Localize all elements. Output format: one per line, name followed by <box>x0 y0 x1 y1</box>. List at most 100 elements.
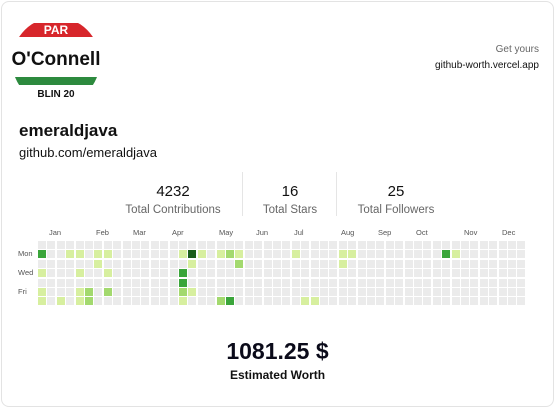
avatar-line3: BLIN 20 <box>37 89 75 100</box>
heatmap-cell <box>301 241 310 249</box>
heatmap-cell <box>451 250 460 259</box>
heatmap-cell <box>348 241 357 249</box>
month-label-jun: Jun <box>256 228 269 237</box>
heatmap-cell <box>132 297 140 306</box>
heatmap-cell <box>517 250 526 259</box>
heatmap-cell <box>508 241 516 249</box>
heatmap-cell <box>254 288 263 296</box>
heatmap-cell <box>498 288 507 296</box>
heatmap-cell <box>301 259 310 268</box>
heatmap-cell <box>376 297 385 306</box>
heatmap-cell <box>122 241 131 249</box>
promo-link[interactable]: github-worth.vercel.app <box>435 60 539 71</box>
stat-divider <box>242 172 243 216</box>
month-label-aug: Aug <box>341 228 355 237</box>
heatmap-cell <box>150 241 159 249</box>
heatmap-cell <box>385 269 394 278</box>
heatmap-cell <box>320 241 328 249</box>
heatmap-cell <box>517 278 526 287</box>
heatmap-cell <box>470 250 479 259</box>
heatmap-cell <box>498 269 507 278</box>
heatmap-cell <box>113 250 122 259</box>
stat-stars: 16 Total Stars <box>252 172 328 220</box>
heatmap-cell <box>385 259 394 268</box>
heatmap-cell <box>160 269 169 278</box>
heatmap-cell <box>498 250 507 259</box>
heatmap-cell <box>338 259 347 268</box>
heatmap-cell <box>451 241 460 249</box>
heatmap-cell <box>367 250 375 259</box>
stat-label: Total Contributions <box>125 204 221 216</box>
month-label-jan: Jan <box>49 228 62 237</box>
heatmap-cell <box>357 297 366 306</box>
stat-value: 4232 <box>156 183 190 200</box>
heatmap-cell <box>310 288 319 296</box>
heatmap-cell <box>348 288 357 296</box>
profile-url[interactable]: github.com/emeraldjava <box>19 145 158 160</box>
heatmap-cell <box>273 288 281 296</box>
heatmap-cell <box>320 259 328 268</box>
heatmap-cell <box>85 278 93 287</box>
heatmap-cell <box>508 250 516 259</box>
heatmap-cell <box>94 297 103 306</box>
heatmap-cell <box>273 297 281 306</box>
heatmap-cell <box>376 250 385 259</box>
heatmap-cell <box>244 278 253 287</box>
heatmap-cell <box>301 278 310 287</box>
heatmap-cell <box>329 269 338 278</box>
heatmap-cell <box>338 297 347 306</box>
promo-caption: Get yours <box>495 44 539 55</box>
heatmap-cell <box>244 288 253 296</box>
heatmap-cell <box>367 297 375 306</box>
heatmap-cell <box>103 278 112 287</box>
heatmap-cell <box>320 288 328 296</box>
heatmap-cell <box>85 250 93 259</box>
heatmap-cell <box>150 288 159 296</box>
heatmap-cell <box>273 269 281 278</box>
heatmap-cell <box>310 259 319 268</box>
heatmap-cell <box>226 288 234 296</box>
heatmap-cell <box>85 297 93 306</box>
heatmap-cell <box>451 278 460 287</box>
heatmap-cell <box>216 297 225 306</box>
heatmap-cell <box>244 269 253 278</box>
heatmap-cell <box>113 297 122 306</box>
heatmap-cell <box>461 250 469 259</box>
heatmap-cell <box>301 288 310 296</box>
heatmap-cell <box>489 241 498 249</box>
heatmap-cell <box>66 269 75 278</box>
heatmap-cell <box>414 250 422 259</box>
heatmap-cell <box>75 259 84 268</box>
heatmap-cell <box>179 250 187 259</box>
heatmap-cell <box>329 288 338 296</box>
heatmap-cell <box>282 288 291 296</box>
heatmap-cell <box>357 250 366 259</box>
stats-row: 4232 Total Contributions 16 Total Stars … <box>2 172 553 222</box>
heatmap-cell <box>479 250 488 259</box>
heatmap-cell <box>94 259 103 268</box>
heatmap-cell <box>263 269 272 278</box>
heatmap-cell <box>132 288 140 296</box>
heatmap-cell <box>188 241 197 249</box>
heatmap-cell <box>470 297 479 306</box>
heatmap-cell <box>38 278 46 287</box>
heatmap-cell <box>432 278 441 287</box>
heatmap-cell <box>254 241 263 249</box>
heatmap-cell <box>461 241 469 249</box>
heatmap-cell <box>66 297 75 306</box>
heatmap-cell <box>329 297 338 306</box>
heatmap-cell <box>150 269 159 278</box>
heatmap-cell <box>442 241 451 249</box>
heatmap-cell <box>85 241 93 249</box>
heatmap-cell <box>301 269 310 278</box>
heatmap-cell <box>395 297 404 306</box>
heatmap-cell <box>395 250 404 259</box>
heatmap-cell <box>75 250 84 259</box>
heatmap-cell <box>470 259 479 268</box>
heatmap-cell <box>197 297 206 306</box>
heatmap-cell <box>479 241 488 249</box>
heatmap-cell <box>367 241 375 249</box>
heatmap-cell <box>47 297 56 306</box>
heatmap-cell <box>498 278 507 287</box>
